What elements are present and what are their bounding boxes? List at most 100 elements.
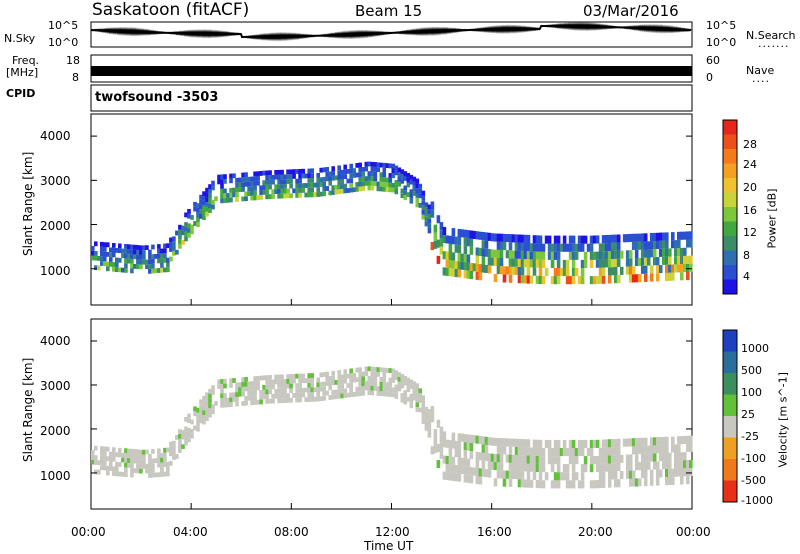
heatmap-0-cell [493, 249, 498, 258]
heatmap-0-cell [604, 259, 609, 268]
heatmap-1-cell [403, 399, 408, 405]
heatmap-0-cell [385, 163, 390, 168]
heatmap-0-cell [550, 259, 555, 268]
heatmap-1-cell [680, 460, 684, 469]
heatmap-1-cell [382, 386, 387, 392]
heatmap-0-cell [397, 177, 402, 182]
heatmap-0-cell [265, 180, 269, 185]
heatmap-0-cell [367, 185, 372, 191]
heatmap-0-cell [277, 179, 281, 185]
heatmap-0-cell [616, 275, 621, 284]
heatmap-0-cell [421, 200, 426, 206]
heatmap-0-cell [544, 235, 549, 244]
heatmap-0-cell [265, 170, 269, 176]
heatmap-1-cell [610, 455, 615, 464]
heatmap-0-cell [250, 186, 254, 191]
heatmap-0-cell [616, 250, 621, 259]
heatmap-0-cell [220, 184, 224, 189]
heatmap-0-cell [256, 180, 260, 186]
heatmap-0-cell [331, 190, 335, 195]
heatmap-1-cell [175, 435, 179, 440]
heatmap-0-cell [568, 235, 573, 244]
heatmap-1-cell [562, 448, 567, 457]
xtick-1: 04:00 [173, 525, 208, 539]
heatmap-0-cell [142, 259, 146, 265]
power-colorbar-swatch [723, 149, 737, 164]
heatmap-0-cell [118, 267, 122, 273]
heatmap-1-cell [475, 467, 480, 476]
heatmap-1-cell [211, 390, 215, 395]
heatmap-1-cell [307, 392, 311, 398]
heatmap-0-cell [115, 248, 119, 253]
heatmap-0-cell [370, 166, 375, 172]
heatmap-0-cell [409, 174, 414, 180]
heatmap-1-cell [274, 374, 278, 380]
heatmap-0-cell [406, 182, 411, 188]
heatmap-1-cell [538, 455, 543, 464]
heatmap-0-cell [571, 251, 576, 260]
heatmap-1-cell [193, 411, 197, 416]
heatmap-0-cell [358, 181, 362, 187]
heatmap-1-cell [373, 366, 378, 372]
heatmap-0-cell [583, 251, 588, 260]
heatmap-1-cell [580, 439, 585, 448]
heatmap-0-cell [307, 182, 311, 188]
heatmap-0-cell [466, 262, 471, 271]
heatmap-1-cell [124, 462, 128, 468]
heatmap-1-cell [124, 448, 128, 454]
heatmap-1-cell [334, 389, 338, 395]
heatmap-0-cell [628, 266, 633, 275]
heatmap-1-cell [556, 456, 561, 465]
heatmap-0-cell [367, 171, 372, 176]
heatmap-0-cell [589, 259, 594, 268]
heatmap-0-cell [364, 166, 369, 172]
heatmap-0-cell [343, 164, 347, 170]
heatmap-1-cell [109, 451, 113, 457]
heatmap-1-cell [628, 478, 633, 487]
heatmap-0-cell [388, 187, 393, 193]
heatmap-1-cell [451, 440, 456, 449]
heatmap-1-cell [250, 386, 254, 391]
heatmap-1-cell [361, 371, 365, 377]
heatmap-0-cell [343, 188, 347, 194]
heatmap-1-cell [634, 446, 639, 455]
heatmap-1-cell [472, 435, 477, 444]
heatmap-0-cell [139, 250, 143, 255]
heatmap-0-cell [208, 208, 212, 213]
heatmap-1-cell [689, 435, 693, 444]
heatmap-0-cell [298, 173, 302, 179]
heatmap-0-cell [680, 247, 684, 256]
heatmap-0-cell [379, 186, 384, 192]
heatmap-0-cell [376, 167, 381, 172]
heatmap-1-cell [328, 395, 332, 400]
heatmap-0-cell [262, 185, 266, 190]
heatmap-1-cell [328, 376, 332, 381]
heatmap-1-cell [601, 471, 606, 480]
heatmap-1-cell [370, 380, 375, 386]
heatmap-0-cell [394, 180, 399, 185]
heatmap-1-cell [625, 462, 630, 471]
heatmap-1-cell [253, 381, 257, 386]
heatmap-0-cell [136, 249, 140, 255]
freq-unit: [MHz] [6, 66, 39, 79]
heatmap-1-cell [130, 472, 134, 478]
heatmap-1-cell [643, 453, 648, 462]
heatmap-1-cell [433, 445, 438, 454]
heatmap-0-cell [511, 250, 516, 259]
heatmap-1-cell [133, 458, 137, 464]
heatmap-1-cell [385, 387, 390, 392]
heatmap-0-cell [124, 258, 128, 264]
heatmap-0-cell [607, 259, 612, 268]
heatmap-0-cell [677, 264, 681, 273]
heatmap-1-cell [277, 393, 281, 399]
heatmap-0-cell [103, 247, 107, 252]
heatmap-1-cell [232, 397, 236, 402]
heatmap-0-cell [241, 172, 245, 178]
heatmap-0-cell [601, 275, 606, 284]
heatmap-1-cell [268, 398, 272, 404]
heatmap-1-cell [151, 449, 155, 454]
heatmap-1-cell [478, 452, 483, 461]
cb1-tick-20: 20 [743, 181, 757, 194]
heatmap-1-cell [400, 378, 405, 384]
heatmap-1-cell [376, 391, 381, 396]
